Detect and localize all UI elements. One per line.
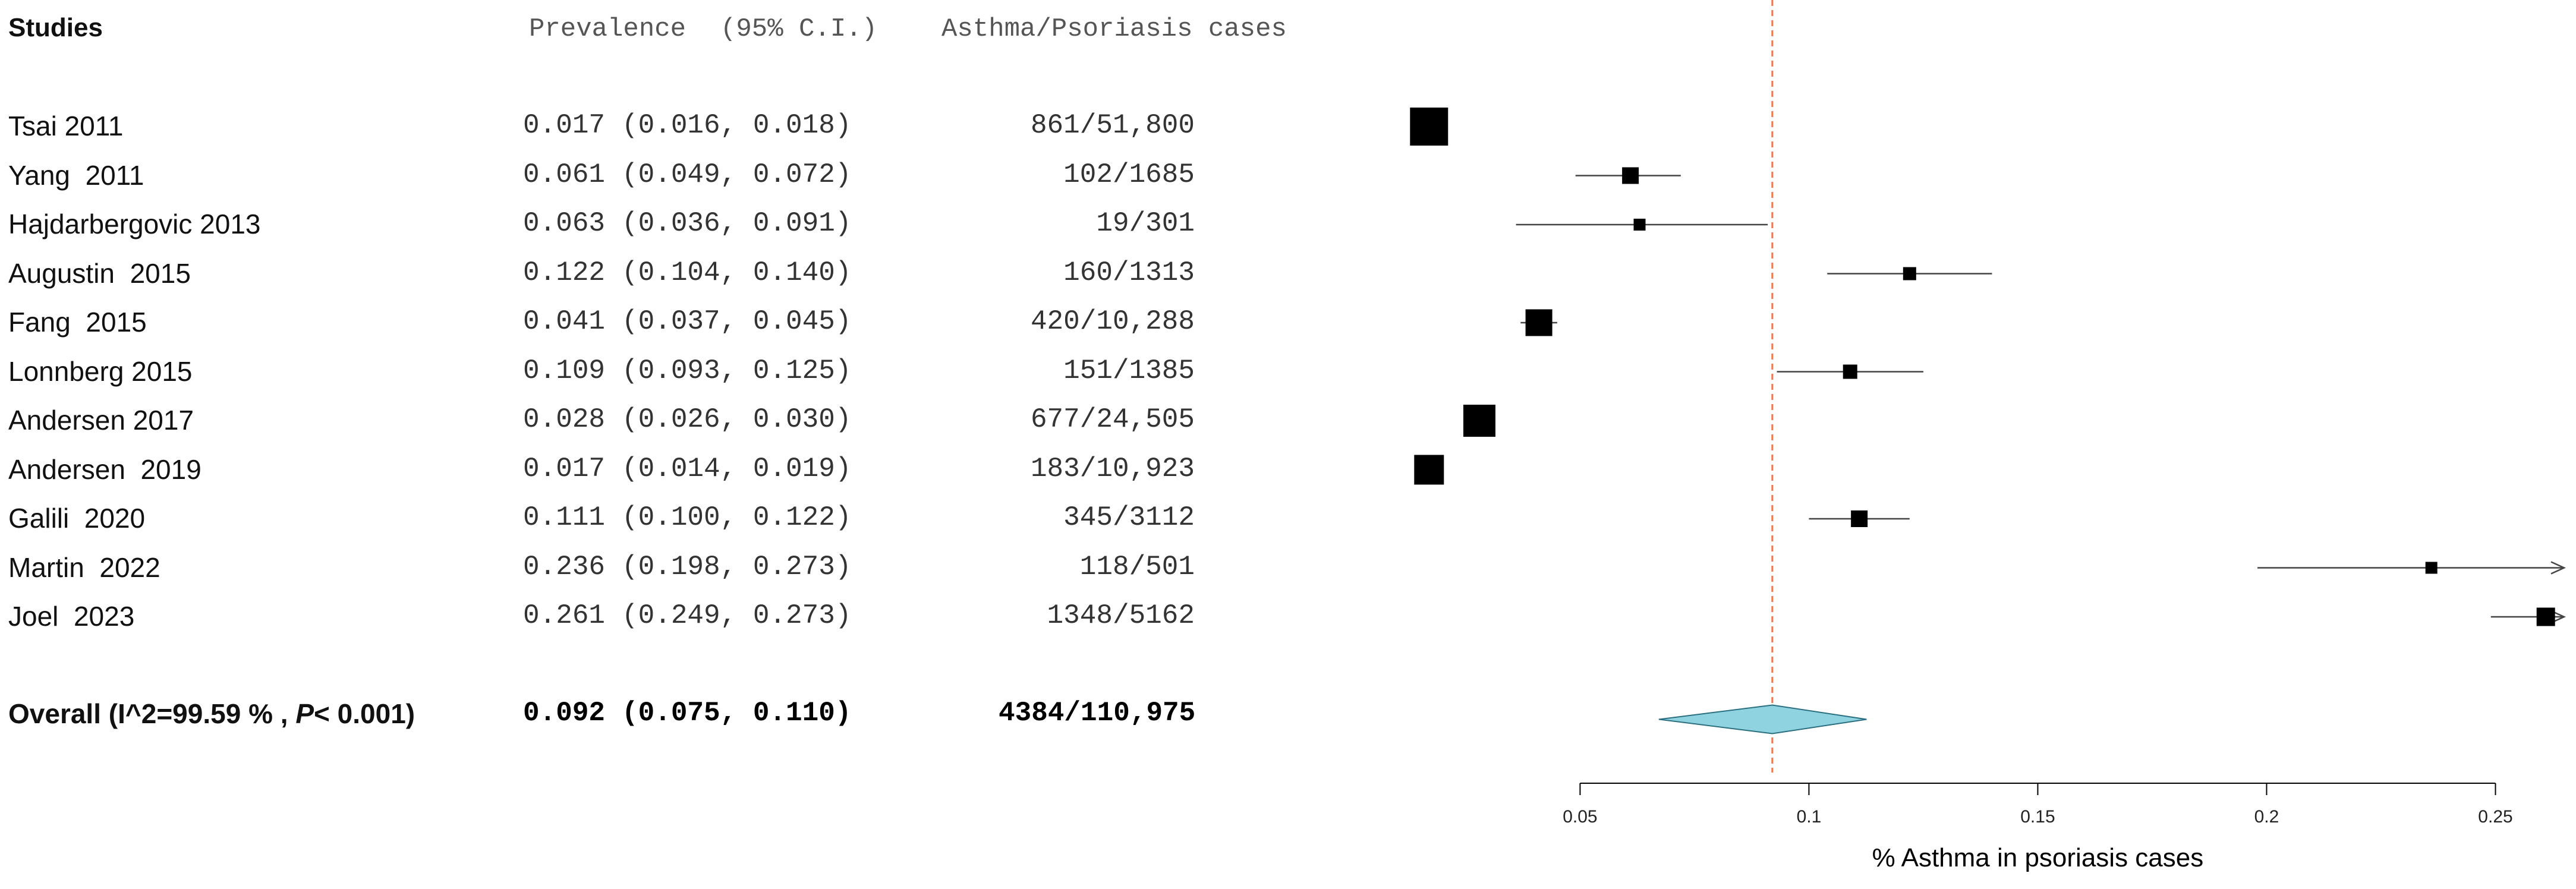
x-tick-label: 0.05 (1563, 807, 1597, 827)
study-cases: 1348/5162 (1047, 600, 1195, 631)
study-ci: (0.016, 0.018) (622, 110, 852, 141)
study-prevalence: 0.236 (523, 551, 606, 582)
study-cases: 345/3112 (1063, 502, 1195, 533)
study-name: Martin 2022 (8, 551, 160, 583)
prevalence-header: Prevalence (529, 14, 686, 44)
x-tick-label: 0.1 (1797, 807, 1822, 827)
studies-header: Studies (8, 13, 103, 42)
study-ci: (0.249, 0.273) (622, 600, 852, 631)
study-marker (1414, 455, 1444, 485)
study-cases: 677/24,505 (1030, 404, 1195, 435)
study-marker (1525, 309, 1552, 336)
ci-arrow (2550, 561, 2566, 575)
study-name: Joel 2023 (8, 601, 135, 632)
study-prevalence: 0.122 (523, 257, 606, 288)
study-ci: (0.037, 0.045) (622, 306, 852, 337)
x-tick-label: 0.25 (2478, 807, 2512, 827)
study-cases: 118/501 (1079, 551, 1195, 582)
overall-diamond (1658, 704, 1867, 734)
study-ci: (0.036, 0.091) (622, 208, 852, 239)
study-cases: 183/10,923 (1030, 453, 1195, 484)
study-prevalence: 0.017 (523, 453, 606, 484)
overall-label-p: P (295, 698, 314, 729)
study-prevalence: 0.063 (523, 208, 606, 239)
overall-ci: (0.075, 0.110) (622, 698, 852, 729)
study-prevalence: 0.261 (523, 600, 606, 631)
study-cases: 420/10,288 (1030, 306, 1195, 337)
study-cases: 151/1385 (1063, 355, 1195, 386)
x-tick-label: 0.15 (2020, 807, 2055, 827)
study-marker (2425, 562, 2438, 574)
study-name: Andersen 2019 (8, 453, 201, 485)
study-name: Andersen 2017 (8, 405, 194, 436)
study-name: Tsai 2011 (8, 111, 124, 141)
x-tick-label: 0.2 (2254, 807, 2279, 827)
study-cases: 861/51,800 (1030, 110, 1195, 141)
study-cases: 19/301 (1096, 208, 1195, 239)
study-name: Hajdarbergovic 2013 (8, 209, 261, 239)
x-axis-label: % Asthma in psoriasis cases (1872, 843, 2204, 872)
study-ci: (0.100, 0.122) (622, 502, 852, 533)
study-name: Augustin 2015 (8, 257, 191, 289)
study-prevalence: 0.028 (523, 404, 606, 435)
study-marker (1633, 219, 1646, 231)
overall-label-prefix: Overall (I^2=99.59 % , (8, 698, 288, 729)
study-name: Galili 2020 (8, 503, 146, 534)
study-name: Yang 2011 (8, 159, 144, 191)
study-marker (1851, 510, 1868, 527)
study-ci: (0.014, 0.019) (622, 453, 852, 484)
ci-arrow (2550, 610, 2566, 624)
study-cases: 160/1313 (1063, 257, 1195, 288)
study-cases: 102/1685 (1063, 159, 1195, 190)
study-marker (1903, 267, 1916, 280)
ci-header: (95% C.I.) (720, 14, 878, 44)
overall-label-suffix: < 0.001) (314, 698, 415, 729)
study-marker (2536, 607, 2555, 626)
study-name: Lonnberg 2015 (8, 355, 193, 387)
study-ci: (0.049, 0.072) (622, 159, 852, 190)
study-marker (1463, 405, 1496, 437)
study-prevalence: 0.041 (523, 306, 606, 337)
study-ci: (0.026, 0.030) (622, 404, 852, 435)
study-prevalence: 0.111 (523, 502, 606, 533)
cases-header: Asthma/Psoriasis cases (941, 14, 1287, 44)
study-prevalence: 0.017 (523, 110, 606, 141)
overall-label: Overall (I^2=99.59 % , P< 0.001) (8, 698, 415, 730)
overall-prevalence: 0.092 (523, 698, 606, 729)
study-prevalence: 0.061 (523, 159, 606, 190)
study-marker (1843, 364, 1857, 379)
study-name: Fang 2015 (8, 307, 147, 338)
study-ci: (0.104, 0.140) (622, 257, 852, 288)
study-marker (1622, 167, 1639, 184)
study-ci: (0.093, 0.125) (622, 355, 852, 386)
study-marker (1410, 108, 1448, 146)
study-prevalence: 0.109 (523, 355, 606, 386)
study-ci: (0.198, 0.273) (622, 551, 852, 582)
overall-cases: 4384/110,975 (999, 698, 1196, 729)
